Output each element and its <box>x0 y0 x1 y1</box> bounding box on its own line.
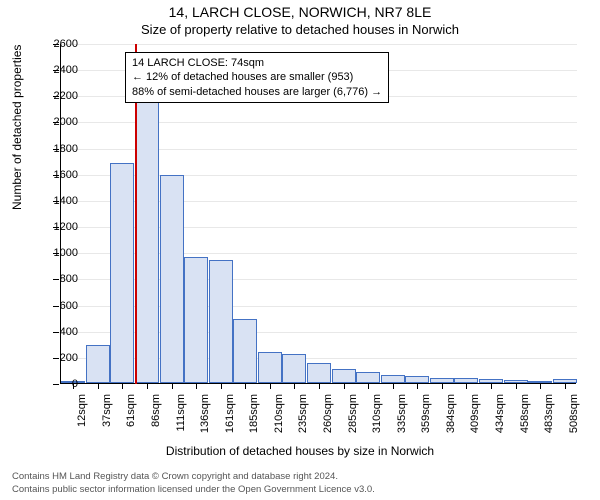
x-tick <box>393 383 394 389</box>
x-tick <box>466 383 467 389</box>
histogram-bar <box>405 376 429 383</box>
x-tick-label: 310sqm <box>371 394 383 444</box>
footer-line-1: Contains HM Land Registry data © Crown c… <box>12 471 375 483</box>
x-tick-label: 458sqm <box>519 394 531 444</box>
x-tick <box>122 383 123 389</box>
histogram-bar <box>135 102 159 383</box>
x-tick-label: 285sqm <box>347 394 359 444</box>
histogram-bar <box>258 352 282 383</box>
y-tick-label: 2200 <box>54 90 78 102</box>
page-title: 14, LARCH CLOSE, NORWICH, NR7 8LE <box>0 0 600 20</box>
plot-region: 14 LARCH CLOSE: 74sqm← 12% of detached h… <box>60 44 576 384</box>
histogram-bar <box>233 319 257 383</box>
x-tick <box>294 383 295 389</box>
x-tick <box>491 383 492 389</box>
histogram-bar <box>86 345 110 383</box>
x-tick <box>196 383 197 389</box>
x-tick-label: 384sqm <box>445 394 457 444</box>
y-tick-label: 200 <box>60 352 78 364</box>
x-tick-label: 335sqm <box>396 394 408 444</box>
y-tick-label: 1400 <box>54 195 78 207</box>
footer-attribution: Contains HM Land Registry data © Crown c… <box>12 471 375 496</box>
histogram-bar <box>282 354 306 383</box>
annotation-box: 14 LARCH CLOSE: 74sqm← 12% of detached h… <box>125 52 389 103</box>
x-tick-label: 359sqm <box>420 394 432 444</box>
histogram-bar <box>307 363 331 383</box>
histogram-bar <box>184 257 208 383</box>
x-tick <box>516 383 517 389</box>
y-tick <box>53 358 59 359</box>
annotation-line: 14 LARCH CLOSE: 74sqm <box>132 56 382 70</box>
x-tick-label: 260sqm <box>322 394 334 444</box>
histogram-bar <box>356 372 380 383</box>
x-tick <box>319 383 320 389</box>
y-tick-label: 1600 <box>54 169 78 181</box>
x-tick-label: 483sqm <box>543 394 555 444</box>
x-tick <box>442 383 443 389</box>
y-tick-label: 2000 <box>54 116 78 128</box>
x-tick <box>172 383 173 389</box>
x-tick-label: 185sqm <box>248 394 260 444</box>
histogram-bar <box>381 375 405 383</box>
y-tick-label: 1000 <box>54 247 78 259</box>
y-tick-label: 600 <box>60 300 78 312</box>
histogram-chart: 14 LARCH CLOSE: 74sqm← 12% of detached h… <box>60 44 576 414</box>
y-tick <box>53 384 59 385</box>
x-tick <box>368 383 369 389</box>
annotation-line: ← 12% of detached houses are smaller (95… <box>132 70 382 84</box>
y-axis-label: Number of detached properties <box>10 45 24 210</box>
histogram-bar <box>209 260 233 383</box>
x-tick-label: 508sqm <box>568 394 580 444</box>
histogram-bar <box>160 175 184 383</box>
gridline <box>61 44 577 45</box>
y-tick-label: 2600 <box>54 38 78 50</box>
histogram-bar <box>110 163 134 383</box>
y-tick-label: 1200 <box>54 221 78 233</box>
x-tick-label: 161sqm <box>224 394 236 444</box>
x-tick <box>344 383 345 389</box>
x-tick <box>245 383 246 389</box>
y-tick-label: 800 <box>60 273 78 285</box>
x-tick-label: 235sqm <box>297 394 309 444</box>
x-tick-label: 111sqm <box>175 394 187 444</box>
x-tick <box>540 383 541 389</box>
y-tick <box>53 279 59 280</box>
x-tick-label: 12sqm <box>76 394 88 444</box>
x-tick-label: 434sqm <box>494 394 506 444</box>
x-tick-label: 61sqm <box>125 394 137 444</box>
x-tick <box>565 383 566 389</box>
x-tick-label: 136sqm <box>199 394 211 444</box>
histogram-bar <box>332 369 356 383</box>
x-tick <box>98 383 99 389</box>
y-tick <box>53 306 59 307</box>
x-tick <box>417 383 418 389</box>
page-subtitle: Size of property relative to detached ho… <box>0 20 600 37</box>
x-tick-label: 210sqm <box>273 394 285 444</box>
x-tick-label: 409sqm <box>469 394 481 444</box>
x-tick <box>270 383 271 389</box>
y-tick-label: 0 <box>72 378 78 390</box>
x-tick <box>221 383 222 389</box>
x-tick <box>147 383 148 389</box>
y-tick <box>53 332 59 333</box>
x-tick-label: 37sqm <box>101 394 113 444</box>
annotation-line: 88% of semi-detached houses are larger (… <box>132 85 382 99</box>
footer-line-2: Contains public sector information licen… <box>12 484 375 496</box>
x-tick-label: 86sqm <box>150 394 162 444</box>
y-tick-label: 2400 <box>54 64 78 76</box>
x-axis-label: Distribution of detached houses by size … <box>0 444 600 458</box>
y-tick-label: 400 <box>60 326 78 338</box>
y-tick-label: 1800 <box>54 143 78 155</box>
